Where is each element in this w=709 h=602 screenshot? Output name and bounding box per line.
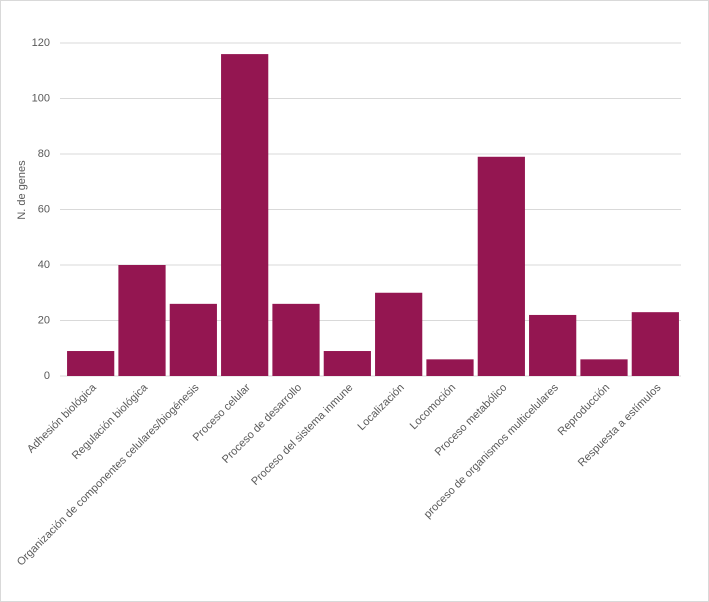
y-tick-label: 60 [38,203,50,215]
bar [67,351,115,376]
bar [375,292,423,376]
bar [426,359,474,376]
bar [272,303,320,376]
bar [323,351,371,376]
y-tick-label: 100 [32,92,50,104]
y-tick-label: 40 [38,259,50,271]
y-tick-label: 0 [44,370,50,382]
bar [580,359,628,376]
bar [169,303,217,376]
bar [631,312,679,376]
bar [529,314,577,376]
y-tick-label: 20 [38,314,50,326]
y-axis-label: N. de genes [16,160,28,220]
bar [118,265,166,376]
bar [221,54,269,376]
y-tick-label: 80 [38,148,50,160]
bar [477,156,525,376]
y-tick-label: 120 [32,37,50,49]
